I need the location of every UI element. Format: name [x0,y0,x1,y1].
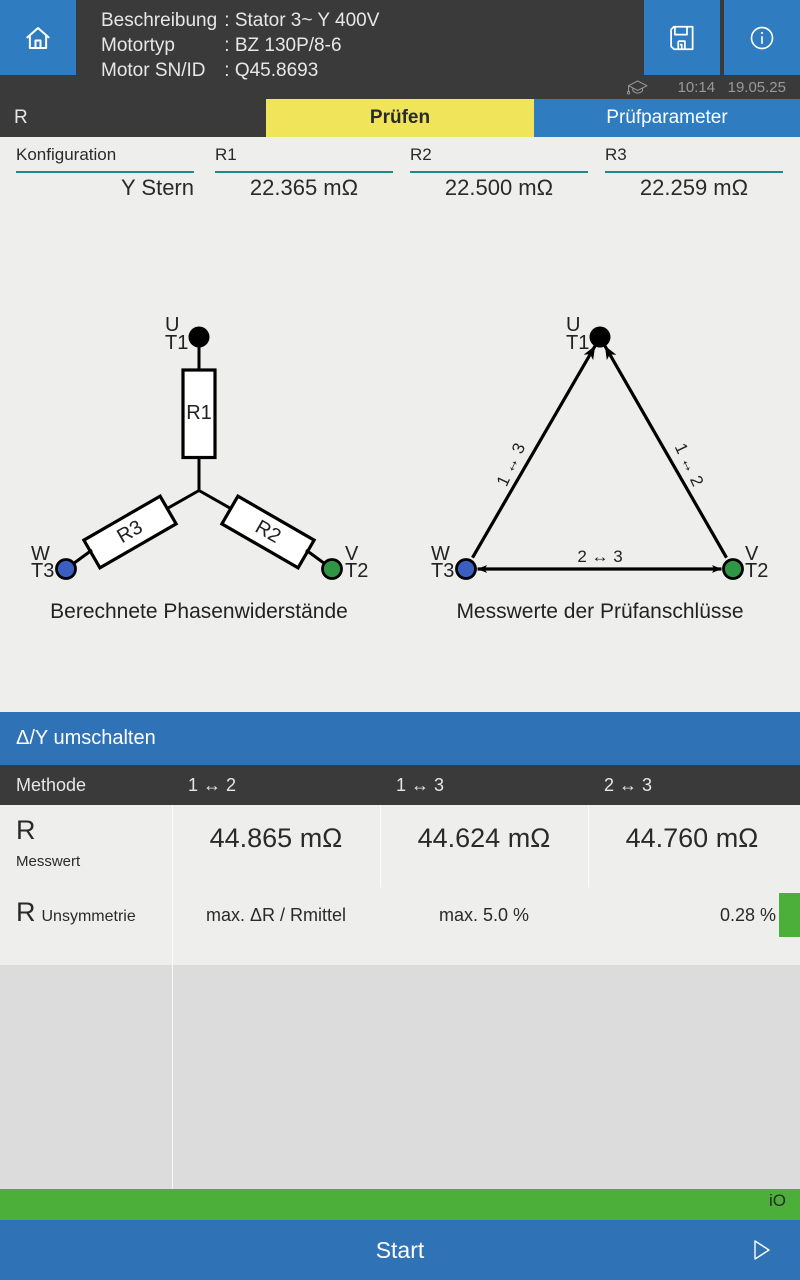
svg-text:R1: R1 [186,402,212,424]
svg-text:T2: T2 [345,560,368,582]
svg-text:1 ↔ 3: 1 ↔ 3 [493,440,529,489]
svg-text:T1: T1 [165,332,188,354]
svg-text:T2: T2 [745,560,768,582]
svg-text:T3: T3 [431,560,454,582]
svg-text:Messwerte der Prüfanschlüsse: Messwerte der Prüfanschlüsse [456,600,743,623]
svg-text:T3: T3 [31,560,54,582]
svg-text:1 ↔ 2: 1 ↔ 2 [671,440,707,489]
svg-text:2 ↔ 3: 2 ↔ 3 [577,547,622,566]
svg-text:T1: T1 [566,332,589,354]
svg-text:Berechnete Phasenwiderstände: Berechnete Phasenwiderstände [50,600,348,623]
